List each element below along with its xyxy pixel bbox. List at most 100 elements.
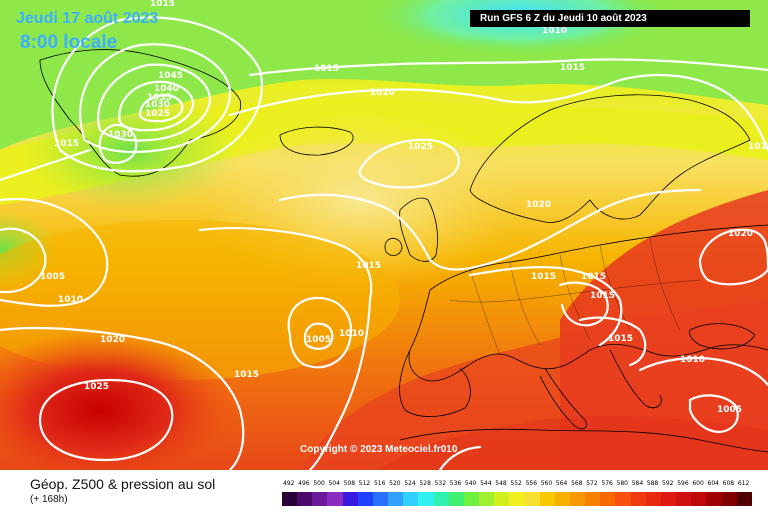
scale-swatch [615, 492, 631, 506]
isobar-label: 1025 [84, 382, 109, 392]
isobar-label: 1015 [590, 291, 615, 301]
isobar-1015-europe-b [558, 281, 609, 327]
isobar-label: 1015 [234, 370, 259, 380]
isobar-gl-3 [97, 63, 212, 142]
color-scale-bar [282, 492, 752, 506]
scale-swatch [418, 492, 434, 506]
scale-value-label: 496 [298, 480, 310, 487]
scale-swatch [297, 492, 313, 506]
scale-swatch [448, 492, 464, 506]
isobar-label: 1030 [145, 100, 170, 110]
isobar-label: 1015 [531, 272, 556, 282]
scale-swatch [479, 492, 495, 506]
isobar-label: 1035 [147, 93, 172, 103]
scale-swatch [433, 492, 449, 506]
scale-value-label: 568 [571, 480, 583, 487]
scale-value-label: 512 [358, 480, 371, 487]
scale-swatch [660, 492, 677, 506]
scale-value-label: 604 [707, 480, 719, 487]
scale-value-label: 608 [722, 480, 735, 487]
scale-swatch [388, 492, 404, 506]
scale-swatch [706, 492, 722, 506]
isobar-label: 1005 [40, 272, 65, 282]
scale-swatch [630, 492, 646, 506]
isobar-label: 1015 [314, 64, 339, 74]
scale-value-label: 576 [601, 480, 613, 487]
scale-value-label: 564 [555, 480, 568, 487]
isobar-1005-loop [303, 322, 334, 350]
isobar-label: 1020 [526, 200, 551, 210]
scale-swatch [357, 492, 373, 506]
isobar-1015-europe-a [468, 265, 623, 347]
scale-value-label: 588 [646, 480, 659, 487]
scale-value-label: 584 [631, 480, 644, 487]
scale-swatch [509, 492, 525, 506]
isobar-label: 1010 [58, 295, 83, 305]
isobar-label: 1010 [680, 355, 705, 365]
coastlines [39, 49, 768, 453]
isobar-gl-2 [79, 43, 232, 154]
scale-swatch [342, 492, 358, 506]
isobar-label: 1045 [158, 71, 183, 81]
copyright-text: Copyright © 2023 Meteociel.fr [300, 444, 441, 455]
field-north-africa [380, 415, 768, 470]
isobar-label: 1010 [339, 329, 364, 339]
scale-swatch [676, 492, 692, 506]
isobar-1010-south [438, 445, 482, 470]
isobar-1010-west [0, 198, 109, 307]
copyright-suffix-label: 010 [440, 444, 458, 455]
isobar-1015-europe-c [578, 316, 647, 367]
isobar-gl-low [98, 123, 138, 164]
scale-value-label: 516 [373, 480, 386, 487]
field-greenland-green [20, 90, 240, 210]
scale-value-label: 520 [389, 480, 401, 487]
scale-value-label: 600 [692, 480, 704, 487]
scale-swatch [312, 492, 328, 506]
scale-swatch [524, 492, 540, 506]
field-azores-red [0, 330, 240, 470]
scale-swatch [569, 492, 586, 506]
isobar-label: 1015 [356, 261, 381, 271]
geopotential-map: 1015 1045 1040 1035 1030 1025 1030 1015 … [0, 0, 768, 470]
model-run-info: Run GFS 6 Z du Jeudi 10 août 2023 [470, 10, 750, 27]
isobar-label: 1015 [608, 334, 633, 344]
scale-value-label: 508 [343, 480, 356, 487]
scale-value-label: 596 [677, 480, 689, 487]
scale-value-label: 560 [540, 480, 553, 487]
isobar-1025-ring [358, 138, 460, 189]
color-scale-labels: 492 496 500 504 508 512 516 520 524 528 532 536 540 5… [282, 480, 752, 490]
scale-value-label: 492 [283, 480, 295, 487]
scale-swatch [736, 492, 752, 506]
scale-swatch [327, 492, 343, 506]
isobar-label: 1040 [154, 84, 179, 94]
scale-value-label: 536 [449, 480, 462, 487]
scale-value-label: 504 [328, 480, 340, 487]
scale-swatch [463, 492, 480, 506]
isobar-1020-east [698, 228, 768, 286]
scale-value-label: 500 [313, 480, 325, 487]
scale-swatch [539, 492, 555, 506]
isobar-1015-mid [198, 227, 373, 470]
isobar-label: 1005 [306, 335, 331, 345]
isobar-label: 1030 [108, 130, 133, 140]
scale-swatch [691, 492, 707, 506]
scale-swatch [585, 492, 601, 506]
isobar-1020-mid [278, 188, 702, 271]
scale-value-label: 580 [616, 480, 628, 487]
isobar-1010-east [638, 356, 768, 387]
isobar-label: 1005 [717, 405, 742, 415]
copyright-notice: Copyright © 2023 Meteociel.fr010 [300, 444, 457, 455]
scale-value-label: 524 [404, 480, 416, 487]
scale-swatch [282, 492, 298, 506]
scale-swatch [372, 492, 389, 506]
legend-title: Géop. Z500 & pression au sol [30, 476, 216, 492]
isobar-1020-south [0, 326, 245, 470]
scale-value-label: 528 [419, 480, 431, 487]
isobar-gl-1 [51, 16, 263, 173]
scale-value-label: 548 [495, 480, 507, 487]
isobar-1005-east [688, 394, 739, 434]
isobar-label: 1010 [542, 26, 567, 36]
scale-swatch [494, 492, 510, 506]
isobars [0, 16, 768, 470]
